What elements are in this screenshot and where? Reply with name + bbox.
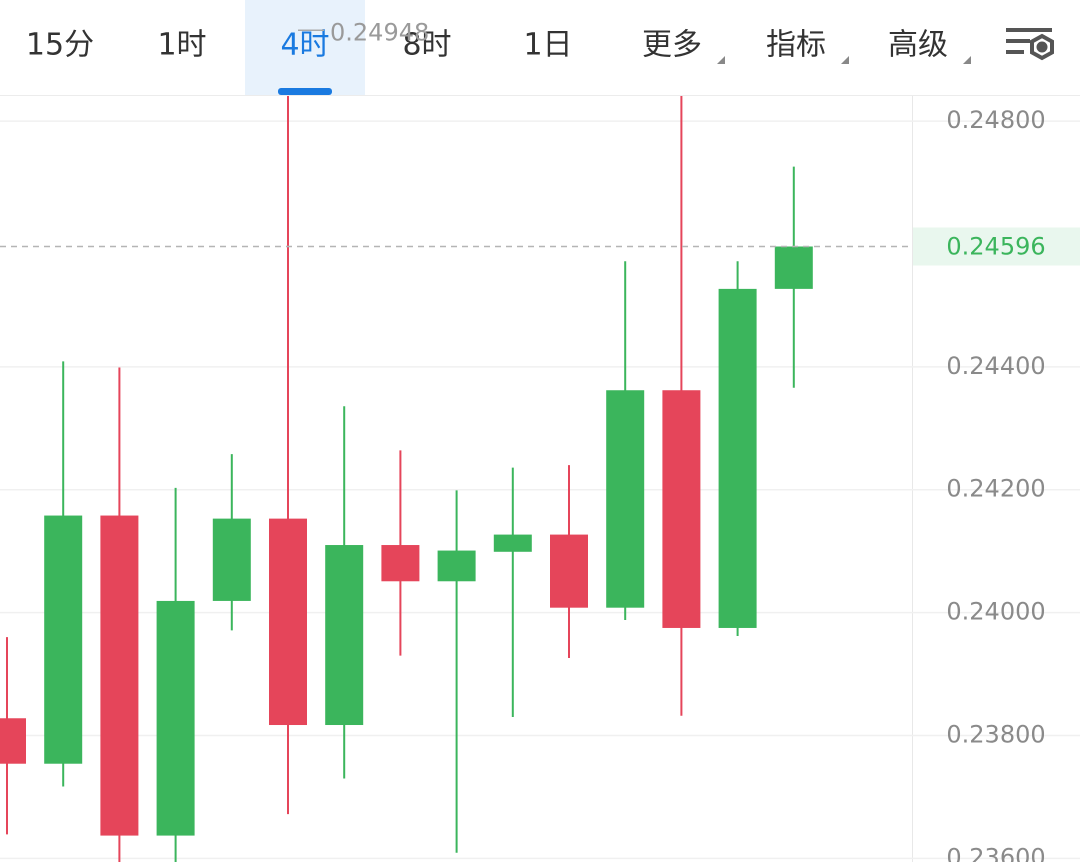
candle-body xyxy=(437,550,476,582)
candle-body xyxy=(100,515,139,836)
tab[interactable]: 高级 xyxy=(888,28,948,63)
tab[interactable]: 4时 xyxy=(280,28,329,63)
candle-body xyxy=(381,545,420,582)
y-tick-label: 0.23600 xyxy=(946,843,1045,862)
dropdown-caret xyxy=(841,56,849,64)
candle-body xyxy=(774,246,813,289)
candle-body xyxy=(44,515,83,764)
last-price-label: 0.24596 xyxy=(946,232,1045,260)
y-tick-label: 0.24400 xyxy=(946,352,1045,380)
candle-body xyxy=(493,534,532,552)
tab[interactable]: 1日 xyxy=(523,28,572,63)
candle-body xyxy=(662,390,701,628)
active-tab-bg xyxy=(245,0,365,95)
candle-body xyxy=(718,288,757,628)
candle-body xyxy=(325,545,364,726)
candle-body xyxy=(212,518,251,601)
tab[interactable]: 指标 xyxy=(766,28,826,63)
active-tab-indicator xyxy=(278,88,332,95)
candle-body xyxy=(156,600,195,836)
candle-body xyxy=(606,390,645,608)
y-tick-label: 0.24800 xyxy=(946,106,1045,134)
dropdown-caret xyxy=(963,56,971,64)
tab[interactable]: 15分 xyxy=(26,28,94,63)
candle-body xyxy=(0,718,26,764)
tab[interactable]: 更多 xyxy=(642,28,702,63)
y-tick-label: 0.24000 xyxy=(946,598,1045,626)
last-price-bg xyxy=(913,227,1080,266)
settings-icon[interactable] xyxy=(1006,28,1054,61)
dropdown-caret xyxy=(717,56,725,64)
candle-body xyxy=(550,534,588,608)
y-tick-label: 0.23800 xyxy=(946,720,1045,748)
annotation-label: 0.24948 xyxy=(330,18,429,46)
y-tick-label: 0.24200 xyxy=(946,475,1045,503)
tab-bar: 15分 1时 4时 8时 1日 更多 指标 高级 xyxy=(26,28,971,64)
tab[interactable]: 8时 xyxy=(402,28,451,63)
tab[interactable]: 1时 xyxy=(157,28,206,63)
candle-body xyxy=(269,518,307,726)
